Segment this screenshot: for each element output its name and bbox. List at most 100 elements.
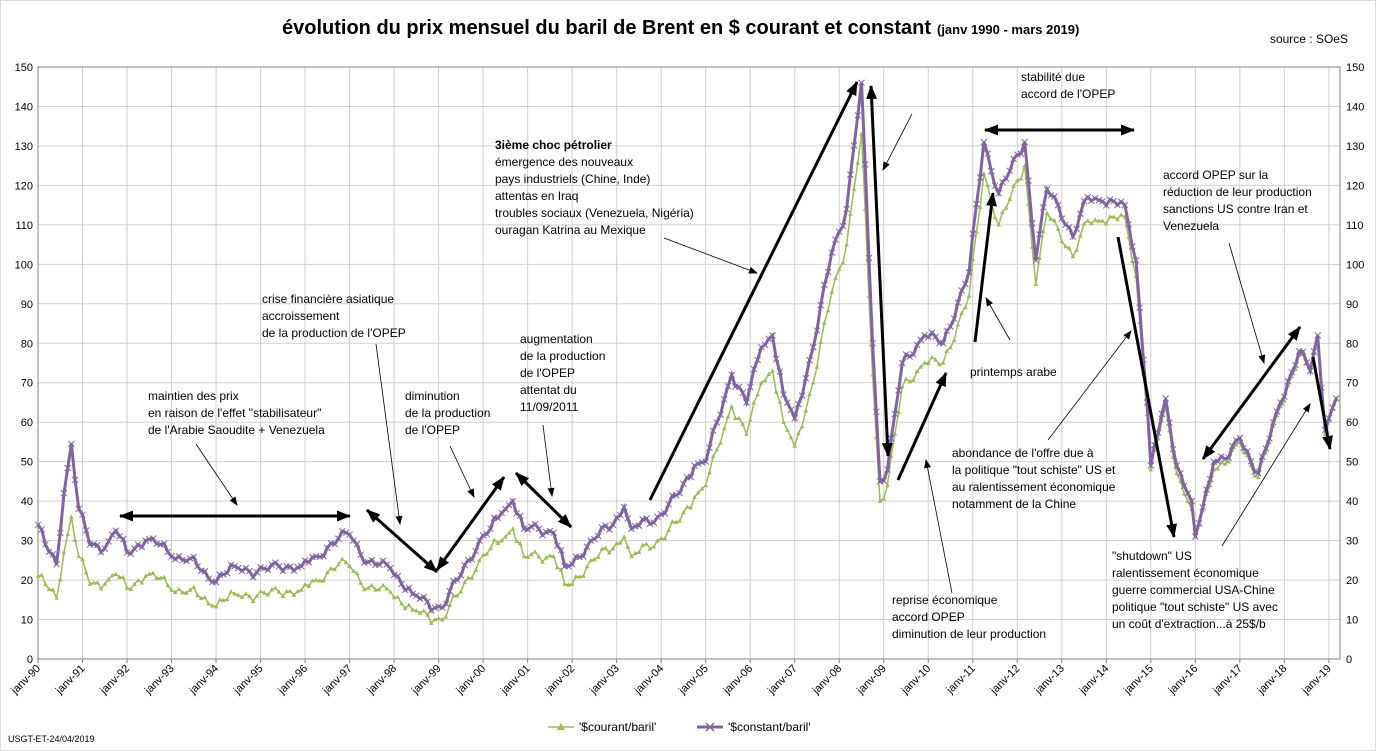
data-point xyxy=(465,575,471,580)
annotation-line: en raison de l'effet "stabilisateur" xyxy=(148,406,321,420)
data-point xyxy=(369,582,375,588)
data-point xyxy=(580,573,586,578)
data-point xyxy=(803,408,809,413)
data-point xyxy=(525,554,530,559)
data-point xyxy=(746,383,754,391)
data-point xyxy=(594,532,602,540)
data-point xyxy=(158,575,163,580)
data-point xyxy=(186,555,194,562)
data-point xyxy=(977,204,983,209)
data-point xyxy=(190,553,198,561)
data-point xyxy=(996,222,1002,227)
data-point xyxy=(613,514,621,521)
trend-arrow xyxy=(896,372,948,481)
data-point xyxy=(898,359,906,367)
data-point xyxy=(57,576,63,582)
trend-arrow xyxy=(648,81,859,501)
data-point xyxy=(80,556,85,562)
annotation-line: 3ième choc pétrolier xyxy=(495,138,612,152)
data-point xyxy=(1003,205,1009,210)
data-point xyxy=(1310,348,1318,355)
data-point xyxy=(566,582,571,587)
data-point xyxy=(310,578,315,583)
data-point xyxy=(628,525,635,533)
data-point xyxy=(1055,226,1061,231)
data-point xyxy=(1044,210,1050,215)
data-point xyxy=(113,571,119,576)
data-point xyxy=(127,550,135,558)
data-point xyxy=(350,568,356,573)
data-point xyxy=(139,580,145,585)
data-point xyxy=(950,315,958,323)
data-point xyxy=(210,603,215,608)
data-point xyxy=(269,587,274,592)
data-point xyxy=(670,519,675,524)
annotation-line: politique "tout schiste" US avec xyxy=(1112,600,1278,614)
data-point xyxy=(401,586,409,594)
annotation-line: de l'OPEP xyxy=(520,366,575,380)
y-tick-label-left: 150 xyxy=(15,62,33,74)
data-point xyxy=(1058,215,1066,223)
data-point xyxy=(917,336,925,344)
data-point xyxy=(405,584,413,592)
y-tick-label-left: 40 xyxy=(21,496,33,508)
data-point xyxy=(180,590,185,595)
data-point xyxy=(506,530,512,535)
data-point xyxy=(1128,243,1136,250)
annotation-arrows xyxy=(119,81,1334,594)
data-point xyxy=(1191,533,1199,541)
data-point xyxy=(720,395,728,403)
data-point xyxy=(1121,201,1129,209)
data-point xyxy=(1180,482,1188,490)
data-point xyxy=(906,353,914,360)
data-point xyxy=(835,228,843,236)
data-point xyxy=(1032,257,1040,264)
data-point xyxy=(855,160,861,165)
data-point xyxy=(646,520,654,528)
annotation-pointer xyxy=(663,237,758,274)
y-tick-label-right: 50 xyxy=(1346,457,1358,469)
annotation-accord-opep: accord OPEP sur la réduction de leur pro… xyxy=(1163,168,1315,233)
data-point xyxy=(335,535,342,542)
data-point xyxy=(517,540,523,546)
data-point xyxy=(688,505,694,510)
annotation-line: troubles sociaux (Venezuela, Nigéria) xyxy=(495,206,694,220)
data-point xyxy=(443,614,449,619)
data-point xyxy=(1076,210,1084,218)
data-point xyxy=(836,266,842,272)
data-point xyxy=(959,310,964,315)
annotation-line: augmentation xyxy=(520,332,593,346)
data-point xyxy=(1021,138,1029,146)
data-point xyxy=(123,549,131,556)
data-point xyxy=(223,569,231,577)
data-point xyxy=(1251,468,1259,476)
data-point xyxy=(672,491,680,499)
data-point xyxy=(828,249,836,256)
data-point xyxy=(903,376,909,381)
data-point xyxy=(1185,498,1191,504)
data-point xyxy=(1073,225,1080,233)
data-point xyxy=(71,476,79,484)
data-point xyxy=(228,589,234,594)
data-point xyxy=(609,521,617,529)
data-point xyxy=(839,222,847,230)
data-point xyxy=(227,561,235,569)
data-point xyxy=(1132,257,1140,264)
trend-arrow xyxy=(1116,236,1178,538)
data-point xyxy=(555,564,560,570)
data-point xyxy=(169,587,174,592)
data-point xyxy=(1199,503,1207,511)
data-point xyxy=(1332,395,1340,402)
data-point xyxy=(1096,218,1102,223)
legend-marker-courant xyxy=(557,723,565,730)
data-point xyxy=(948,344,953,350)
data-point xyxy=(1166,419,1173,427)
data-point xyxy=(442,600,450,608)
data-point xyxy=(138,543,146,551)
data-point xyxy=(755,391,760,397)
data-point xyxy=(810,380,816,385)
data-point xyxy=(406,602,412,607)
annotation-line: ouragan Katrina au Mexique xyxy=(495,223,646,237)
data-point xyxy=(1203,486,1210,493)
data-point xyxy=(280,593,286,599)
